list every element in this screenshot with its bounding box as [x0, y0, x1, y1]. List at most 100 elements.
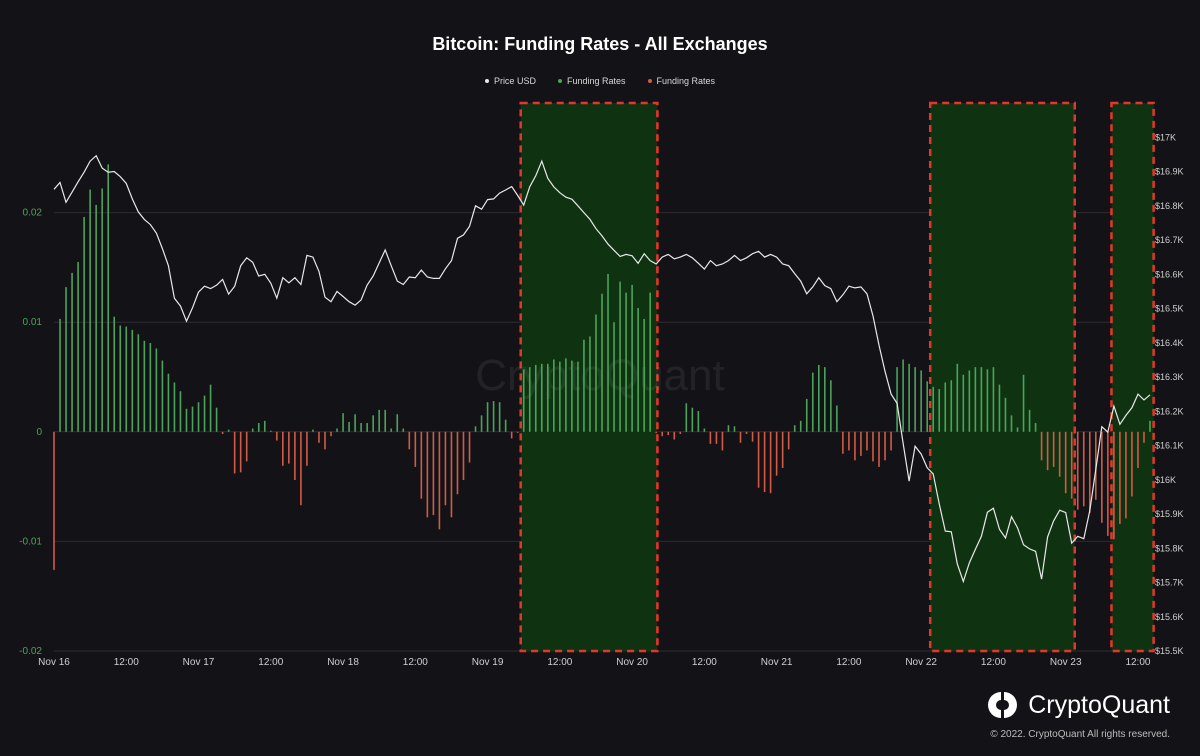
- funding-bar-positive: [637, 307, 639, 432]
- funding-bar-positive: [577, 361, 579, 432]
- funding-bar-positive: [944, 382, 947, 432]
- y-right-tick-label: $16.5K: [1155, 304, 1184, 314]
- funding-bar-positive: [625, 292, 627, 432]
- funding-bar-positive: [817, 364, 820, 432]
- funding-bar-positive: [607, 273, 609, 432]
- funding-bar-negative: [420, 431, 423, 499]
- funding-bar-negative: [1058, 431, 1061, 477]
- funding-bar-positive: [950, 380, 953, 432]
- x-tick-label: Nov 22: [905, 657, 937, 668]
- y-right-tick-label: $15.8K: [1155, 543, 1184, 553]
- funding-bar-positive: [263, 420, 266, 432]
- funding-bar-positive: [215, 407, 218, 432]
- funding-bar-positive: [1004, 397, 1007, 432]
- funding-bar-negative: [1113, 431, 1115, 540]
- funding-bar-negative: [673, 431, 676, 440]
- y-right-tick-label: $17K: [1155, 132, 1176, 142]
- funding-bar-negative: [787, 431, 790, 450]
- funding-bar-positive: [480, 415, 483, 432]
- x-tick-label: Nov 21: [761, 657, 793, 668]
- funding-bar-positive: [703, 428, 706, 432]
- funding-bar-positive: [547, 363, 549, 432]
- funding-bar-positive: [179, 391, 182, 432]
- y-right-tick-label: $16.3K: [1155, 372, 1184, 382]
- funding-bar-negative: [245, 431, 248, 462]
- y-right-tick-label: $16K: [1155, 475, 1176, 485]
- funding-bar-positive: [589, 336, 591, 432]
- funding-bar-positive: [83, 216, 85, 432]
- funding-bar-positive: [390, 428, 393, 432]
- funding-bar-positive: [727, 425, 730, 432]
- funding-bar-negative: [763, 431, 766, 493]
- funding-bar-positive: [980, 367, 983, 432]
- x-tick-label: Nov 23: [1050, 657, 1082, 668]
- funding-bar-negative: [757, 431, 760, 488]
- funding-bar-negative: [276, 431, 278, 441]
- chart-plot: CryptoQuant 0.02 0.01 0 -0.01 -0.02 $17K $16.9K…: [19, 101, 1184, 668]
- funding-bar-negative: [1076, 431, 1079, 510]
- funding-bar-positive: [998, 384, 1001, 432]
- funding-bar-positive: [492, 401, 495, 432]
- cryptoquant-logo-icon: [988, 692, 1018, 718]
- funding-bar-negative: [1082, 431, 1085, 507]
- funding-bar-positive: [504, 419, 507, 432]
- funding-bar-negative: [1143, 431, 1145, 443]
- funding-bar-positive: [793, 425, 796, 432]
- funding-bar-negative: [667, 431, 670, 436]
- legend-item-funding-positive[interactable]: Funding Rates: [557, 76, 626, 86]
- funding-bar-positive: [697, 410, 700, 432]
- funding-bar-positive: [384, 409, 387, 432]
- legend-item-price[interactable]: Price USD: [484, 76, 536, 86]
- funding-bar-positive: [559, 361, 561, 432]
- funding-bar-negative: [679, 431, 682, 434]
- funding-bar-positive: [986, 369, 989, 432]
- funding-bar-positive: [583, 339, 585, 432]
- funding-bar-negative: [462, 431, 465, 481]
- funding-bar-positive: [119, 325, 122, 432]
- funding-bar-negative: [1070, 431, 1073, 499]
- funding-bar-positive: [131, 329, 134, 432]
- funding-bar-positive: [691, 407, 694, 432]
- y-left-tick-label: 0: [36, 427, 42, 438]
- funding-bar-positive: [601, 293, 603, 432]
- funding-bar-negative: [444, 431, 447, 506]
- funding-bar-negative: [288, 431, 290, 464]
- y-right-tick-label: $16.7K: [1155, 235, 1184, 245]
- funding-bar-negative: [300, 431, 302, 506]
- x-tick-label: 12:00: [114, 657, 139, 668]
- funding-bar-positive: [65, 287, 67, 432]
- y-right-tick-label: $15.7K: [1155, 578, 1184, 588]
- highlight-region: [1110, 101, 1155, 653]
- funding-bar-negative: [872, 431, 874, 462]
- funding-bar-positive: [227, 429, 230, 432]
- funding-bar-negative: [661, 431, 664, 437]
- funding-bar-positive: [926, 381, 928, 432]
- funding-bar-positive: [805, 398, 808, 432]
- funding-bar-negative: [468, 431, 471, 463]
- funding-bar-positive: [992, 367, 995, 432]
- legend-item-funding-negative[interactable]: Funding Rates: [647, 76, 715, 86]
- x-tick-label: Nov 16: [38, 657, 70, 668]
- funding-bar-positive: [1149, 420, 1151, 432]
- funding-bar-positive: [378, 409, 380, 432]
- funding-bar-negative: [1131, 431, 1133, 497]
- y-right-tick-label: $16.2K: [1155, 406, 1184, 416]
- funding-bar-negative: [53, 431, 55, 570]
- brand-name: CryptoQuant: [1028, 690, 1170, 719]
- price-line: [53, 154, 1151, 584]
- funding-bar-positive: [348, 421, 350, 432]
- funding-bar-positive: [161, 360, 164, 432]
- funding-bar-negative: [324, 431, 326, 450]
- funding-bar-positive: [528, 367, 531, 432]
- funding-bar-positive: [540, 363, 543, 432]
- funding-bar-positive: [962, 374, 965, 432]
- watermark-text: CryptoQuant: [475, 351, 724, 400]
- y-right-tick-label: $16.1K: [1155, 441, 1184, 451]
- funding-bar-positive: [522, 369, 525, 432]
- funding-bar-positive: [968, 370, 971, 432]
- y-right-tick-label: $16.9K: [1155, 167, 1184, 177]
- funding-bar-negative: [239, 431, 242, 473]
- funding-bar-negative: [1064, 431, 1067, 494]
- funding-bar-positive: [956, 363, 959, 432]
- legend-label-funding-positive: Funding Rates: [566, 76, 626, 86]
